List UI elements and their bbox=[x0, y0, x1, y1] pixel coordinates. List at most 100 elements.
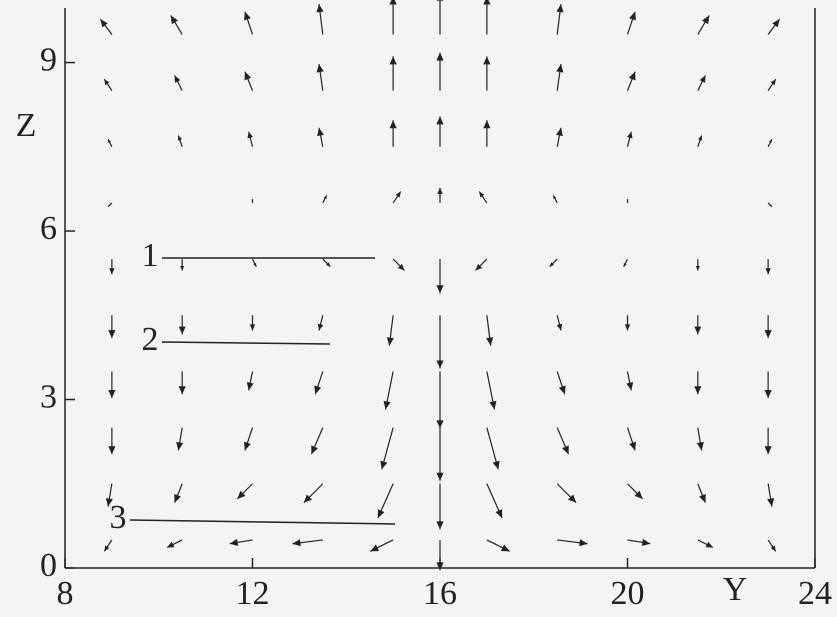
arrow-head bbox=[493, 461, 500, 470]
vector-arrow bbox=[108, 371, 115, 398]
arrow-head bbox=[629, 12, 636, 21]
vector-arrow bbox=[311, 428, 323, 455]
vector-arrow bbox=[436, 116, 443, 146]
vector-arrow bbox=[556, 4, 563, 34]
vector-arrow bbox=[436, 315, 443, 368]
vector-arrow bbox=[384, 371, 394, 409]
arrow-head bbox=[771, 79, 776, 85]
arrow-head bbox=[314, 386, 321, 395]
y-tick-label: 9 bbox=[40, 41, 57, 78]
arrow-head bbox=[437, 188, 442, 194]
vector-arrow bbox=[108, 428, 115, 455]
vector-arrow bbox=[171, 15, 182, 34]
vector-arrow bbox=[244, 12, 252, 35]
arrow-head bbox=[629, 442, 636, 451]
vector-arrow bbox=[390, 120, 397, 147]
vector-arrow bbox=[436, 484, 443, 530]
vector-arrow bbox=[253, 259, 257, 267]
arrow-head bbox=[384, 401, 391, 410]
x-tick-label: 16 bbox=[423, 575, 457, 612]
arrow-head bbox=[765, 446, 772, 454]
vector-arrow bbox=[557, 484, 576, 503]
arrow-head bbox=[694, 386, 701, 394]
annotation-label: 1 bbox=[142, 237, 159, 274]
vector-arrow bbox=[557, 428, 569, 455]
vector-arrow bbox=[556, 64, 563, 91]
vector-arrow bbox=[436, 428, 443, 481]
vector-arrow bbox=[252, 199, 253, 203]
arrow-head bbox=[556, 128, 563, 136]
vector-arrow bbox=[765, 315, 772, 338]
vector-arrow bbox=[393, 192, 401, 203]
vector-arrow bbox=[486, 315, 493, 345]
arrow-head bbox=[698, 135, 702, 140]
arrow-head bbox=[436, 285, 443, 293]
arrow-head bbox=[104, 79, 109, 85]
vector-arrow bbox=[109, 259, 114, 274]
vector-arrow bbox=[475, 259, 486, 270]
arrow-head bbox=[772, 19, 779, 27]
vector-arrow bbox=[625, 315, 630, 330]
y-axis-label: Z bbox=[16, 107, 37, 144]
vector-arrow bbox=[304, 484, 323, 503]
arrow-head bbox=[642, 539, 650, 546]
arrow-head bbox=[178, 135, 182, 140]
arrow-head bbox=[390, 0, 397, 4]
annotation-label: 3 bbox=[110, 499, 127, 536]
arrow-head bbox=[108, 446, 115, 454]
vector-arrow bbox=[483, 0, 490, 34]
arrow-head bbox=[625, 324, 630, 330]
arrow-head bbox=[557, 324, 562, 331]
arrow-head bbox=[696, 266, 700, 271]
vector-arrow bbox=[317, 64, 324, 91]
vector-arrow bbox=[380, 428, 393, 470]
arrow-head bbox=[556, 64, 563, 72]
arrow-head bbox=[702, 15, 709, 24]
vector-arrow bbox=[178, 135, 182, 146]
arrow-head bbox=[104, 545, 109, 551]
arrow-head bbox=[627, 132, 632, 139]
vector-arrow bbox=[698, 135, 702, 146]
vector-arrow bbox=[245, 72, 253, 91]
vector-arrow bbox=[698, 75, 706, 90]
vector-arrow bbox=[393, 259, 404, 270]
vector-arrow bbox=[317, 128, 324, 147]
vector-arrow bbox=[628, 539, 651, 546]
vector-arrow bbox=[628, 428, 636, 451]
vector-arrow bbox=[626, 371, 633, 390]
arrow-head bbox=[771, 545, 776, 551]
vector-arrow bbox=[557, 371, 565, 394]
page: Y Z 8121620240369123 (() => { const data… bbox=[0, 0, 837, 617]
vector-arrow bbox=[390, 0, 397, 34]
vector-arrow bbox=[768, 19, 779, 34]
arrow-head bbox=[767, 498, 774, 506]
arrow-head bbox=[579, 539, 587, 546]
arrow-head bbox=[171, 15, 178, 24]
vector-arrow bbox=[237, 484, 252, 499]
vector-arrow bbox=[628, 12, 636, 35]
vector-arrow bbox=[483, 120, 490, 147]
arrow-head bbox=[292, 539, 300, 546]
arrow-head bbox=[390, 56, 397, 64]
arrow-head bbox=[396, 192, 401, 198]
vector-arrow bbox=[628, 484, 643, 499]
leader-line bbox=[162, 342, 330, 344]
arrow-head bbox=[317, 128, 324, 136]
vector-arrow bbox=[694, 371, 701, 394]
vector-arrow bbox=[104, 79, 112, 90]
vector-arrow bbox=[487, 484, 502, 518]
vector-arrow bbox=[479, 192, 487, 203]
y-tick-label: 0 bbox=[40, 547, 57, 584]
vector-arrow bbox=[556, 128, 563, 147]
vector-arrow bbox=[694, 315, 701, 334]
arrow-head bbox=[436, 53, 443, 61]
arrow-head bbox=[387, 337, 394, 345]
arrow-head bbox=[317, 64, 324, 72]
vector-arrow bbox=[247, 371, 254, 390]
vector-arrow bbox=[370, 540, 393, 551]
y-tick-label: 6 bbox=[40, 210, 57, 247]
arrow-head bbox=[108, 330, 115, 338]
vector-arrow bbox=[696, 259, 700, 270]
arrow-head bbox=[380, 461, 387, 470]
arrow-head bbox=[179, 386, 186, 394]
